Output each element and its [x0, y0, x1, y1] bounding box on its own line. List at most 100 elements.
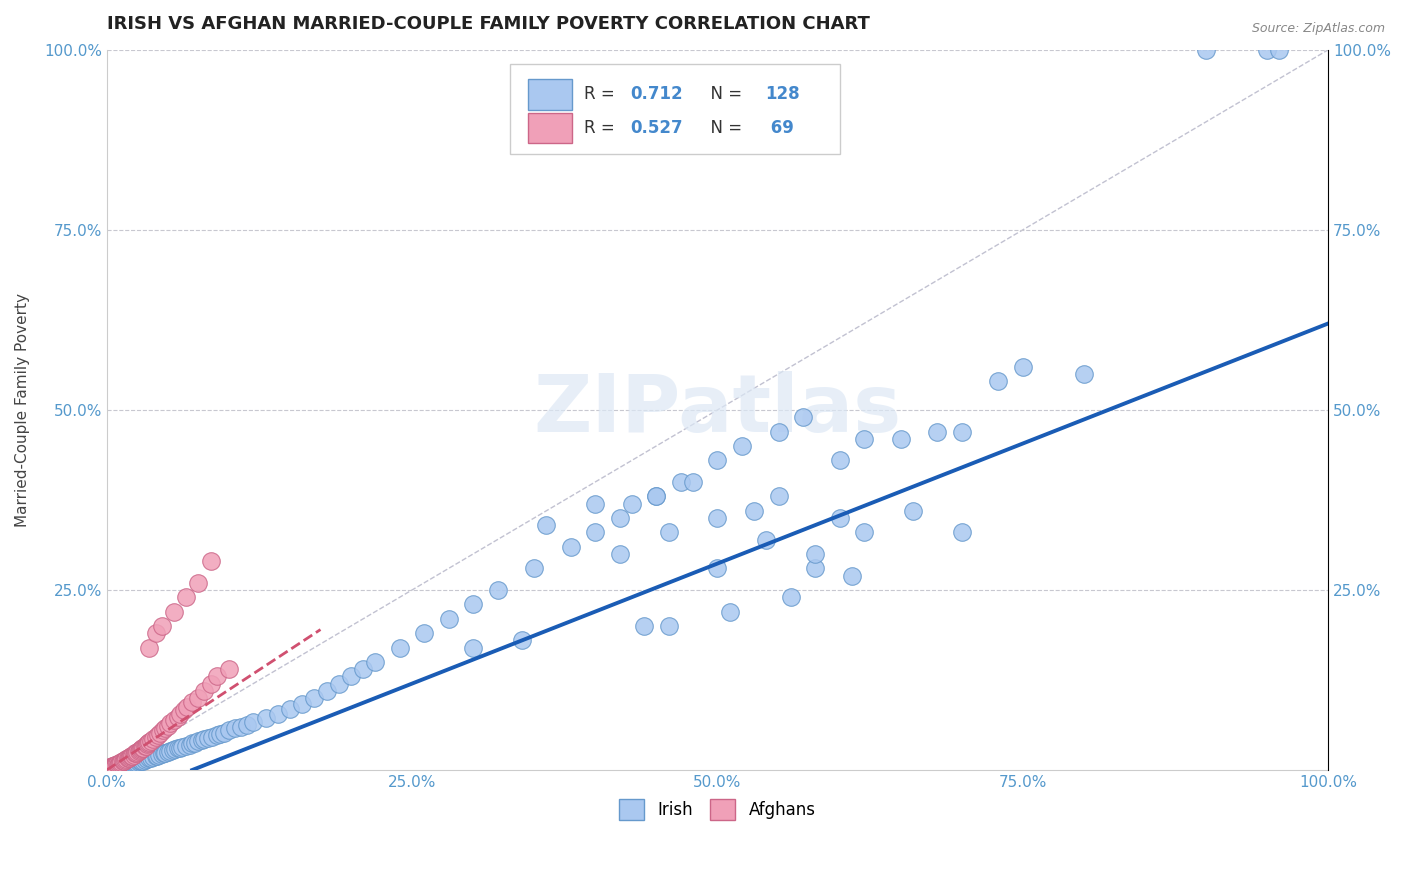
Point	[901, 504, 924, 518]
Point	[463, 640, 485, 655]
Text: 128: 128	[765, 86, 800, 103]
Point	[124, 756, 146, 770]
Point	[110, 755, 132, 769]
Point	[278, 702, 301, 716]
Point	[100, 762, 122, 776]
Point	[104, 761, 127, 775]
Point	[107, 758, 129, 772]
Point	[155, 721, 177, 735]
Point	[138, 640, 160, 655]
Point	[609, 547, 631, 561]
Point	[1195, 43, 1218, 57]
Point	[103, 759, 125, 773]
Point	[118, 751, 141, 765]
Point	[118, 750, 141, 764]
Text: N =: N =	[700, 86, 748, 103]
Point	[510, 633, 533, 648]
Point	[111, 755, 134, 769]
Point	[136, 737, 159, 751]
Point	[718, 605, 741, 619]
Point	[108, 759, 131, 773]
Point	[108, 756, 131, 770]
Text: R =: R =	[585, 120, 620, 137]
Point	[100, 761, 122, 775]
Point	[187, 575, 209, 590]
Point	[236, 717, 259, 731]
Point	[706, 561, 728, 575]
Text: IRISH VS AFGHAN MARRIED-COUPLE FAMILY POVERTY CORRELATION CHART: IRISH VS AFGHAN MARRIED-COUPLE FAMILY PO…	[107, 15, 870, 33]
Point	[132, 740, 155, 755]
Point	[200, 676, 222, 690]
Point	[145, 626, 167, 640]
Point	[112, 758, 135, 772]
Point	[645, 489, 668, 503]
Point	[267, 706, 290, 721]
Point	[927, 425, 949, 439]
Point	[173, 703, 195, 717]
Point	[101, 758, 124, 772]
Legend: Irish, Afghans: Irish, Afghans	[613, 793, 823, 827]
FancyBboxPatch shape	[510, 64, 839, 154]
Point	[828, 511, 851, 525]
Point	[115, 758, 138, 772]
Point	[101, 761, 124, 775]
Point	[950, 525, 973, 540]
Point	[146, 748, 169, 763]
Point	[181, 695, 204, 709]
Point	[100, 759, 122, 773]
Point	[122, 747, 145, 762]
Point	[149, 725, 172, 739]
Point	[145, 730, 167, 744]
Point	[101, 760, 124, 774]
Point	[706, 453, 728, 467]
Point	[183, 736, 205, 750]
Point	[1011, 359, 1033, 374]
Point	[620, 497, 643, 511]
Point	[828, 453, 851, 467]
Point	[645, 489, 668, 503]
Point	[768, 489, 790, 503]
Point	[121, 748, 143, 763]
Point	[132, 754, 155, 768]
Point	[304, 690, 326, 705]
Point	[340, 669, 363, 683]
Point	[142, 732, 165, 747]
Point	[131, 741, 153, 756]
Point	[364, 655, 387, 669]
Point	[165, 742, 187, 756]
Point	[291, 697, 314, 711]
Point	[118, 758, 141, 772]
Point	[841, 568, 863, 582]
Point	[200, 554, 222, 568]
Point	[122, 756, 145, 771]
Text: 0.712: 0.712	[631, 86, 683, 103]
Point	[128, 743, 150, 757]
Point	[129, 755, 152, 769]
Point	[120, 757, 142, 772]
Point	[169, 740, 191, 755]
Point	[163, 605, 186, 619]
Point	[114, 758, 136, 772]
Point	[135, 739, 157, 753]
Point	[110, 760, 132, 774]
Point	[853, 525, 876, 540]
Point	[134, 739, 156, 754]
Point	[108, 756, 131, 771]
Point	[105, 761, 128, 775]
Point	[804, 547, 827, 561]
Point	[136, 752, 159, 766]
Point	[120, 749, 142, 764]
Y-axis label: Married-Couple Family Poverty: Married-Couple Family Poverty	[15, 293, 30, 527]
Point	[128, 755, 150, 769]
Point	[117, 751, 139, 765]
Text: 69: 69	[765, 120, 794, 137]
Point	[111, 759, 134, 773]
Point	[129, 742, 152, 756]
Point	[583, 525, 606, 540]
Point	[166, 709, 188, 723]
Point	[172, 739, 194, 754]
Point	[97, 762, 120, 776]
Point	[159, 743, 181, 757]
Point	[682, 475, 704, 489]
Point	[1256, 43, 1278, 57]
